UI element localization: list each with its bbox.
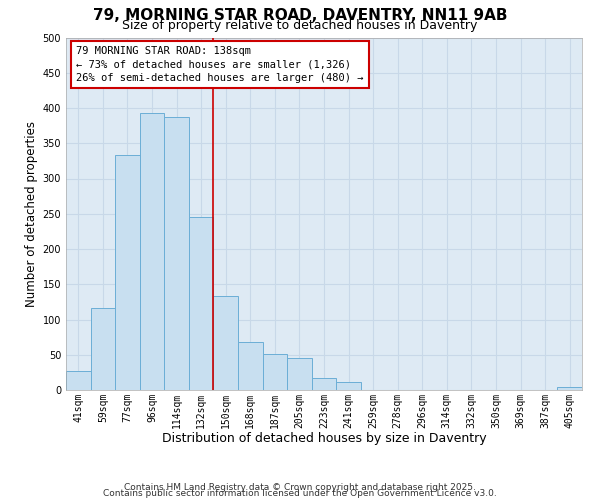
Text: Contains HM Land Registry data © Crown copyright and database right 2025.: Contains HM Land Registry data © Crown c… (124, 483, 476, 492)
Bar (336, 382, 361, 390)
Bar (287, 358, 312, 390)
X-axis label: Distribution of detached houses by size in Daventry: Distribution of detached houses by size … (161, 432, 487, 445)
Bar (66, 371, 91, 390)
Bar (214, 296, 238, 390)
Bar (312, 378, 336, 390)
Bar (263, 354, 287, 390)
Bar (115, 155, 140, 390)
Bar (238, 342, 263, 390)
Bar (164, 117, 189, 390)
Bar (557, 387, 582, 390)
Text: 79, MORNING STAR ROAD, DAVENTRY, NN11 9AB: 79, MORNING STAR ROAD, DAVENTRY, NN11 9A… (93, 8, 507, 22)
Y-axis label: Number of detached properties: Number of detached properties (25, 120, 38, 306)
Bar (140, 113, 164, 390)
Bar (91, 308, 115, 390)
Text: 79 MORNING STAR ROAD: 138sqm
← 73% of detached houses are smaller (1,326)
26% of: 79 MORNING STAR ROAD: 138sqm ← 73% of de… (76, 46, 364, 82)
Text: Contains public sector information licensed under the Open Government Licence v3: Contains public sector information licen… (103, 490, 497, 498)
Text: Size of property relative to detached houses in Daventry: Size of property relative to detached ho… (122, 18, 478, 32)
Bar (189, 218, 214, 390)
